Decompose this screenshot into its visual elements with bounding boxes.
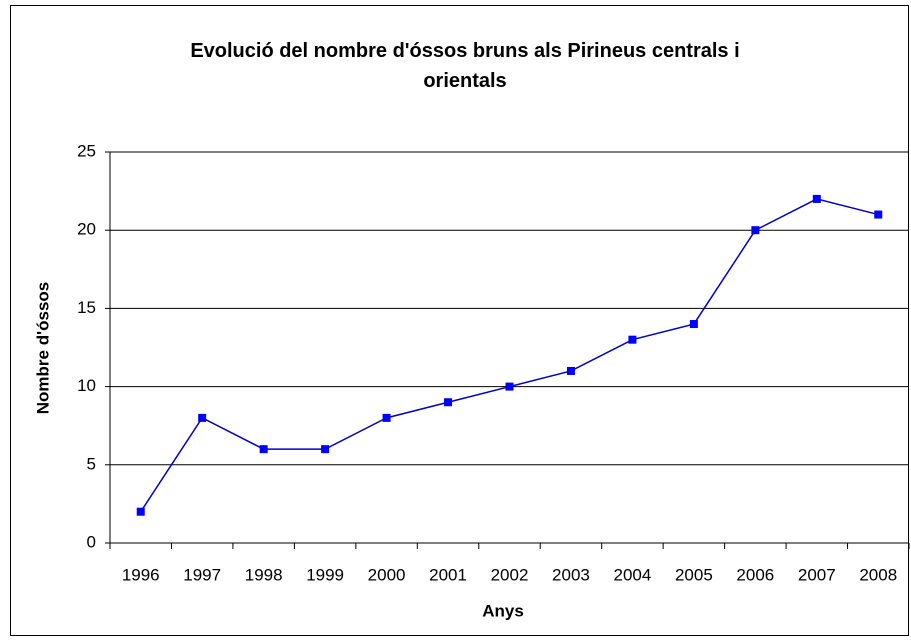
data-point	[505, 382, 514, 391]
y-axis-label: Nombre d'óssos	[33, 282, 52, 415]
y-tick-label: 5	[87, 454, 96, 473]
data-point	[566, 366, 575, 375]
data-point	[444, 398, 453, 407]
data-point	[628, 335, 637, 344]
data-point	[689, 320, 698, 329]
data-point	[136, 507, 145, 516]
data-point	[382, 413, 391, 422]
x-tick-label: 2001	[429, 565, 467, 584]
x-axis-label: Anys	[482, 601, 524, 620]
x-tick-label: 2003	[552, 565, 590, 584]
chart-border	[10, 5, 909, 636]
y-tick-label: 20	[77, 220, 96, 239]
data-point	[259, 445, 268, 454]
chart-title: Evolució del nombre d'óssos bruns als Pi…	[190, 40, 740, 92]
data-point	[812, 194, 821, 203]
data-point	[198, 413, 207, 422]
x-tick-label: 2004	[614, 565, 652, 584]
y-tick-label: 10	[77, 376, 96, 395]
data-point	[321, 445, 330, 454]
y-tick-label: 0	[87, 532, 96, 551]
y-tick-label: 25	[77, 141, 96, 160]
y-tick-label: 15	[77, 298, 96, 317]
x-tick-label: 2007	[798, 565, 836, 584]
data-point	[874, 210, 883, 219]
x-tick-label: 2006	[736, 565, 774, 584]
x-tick-label: 1996	[122, 565, 160, 584]
x-tick-label: 1997	[183, 565, 221, 584]
x-tick-label: 1998	[245, 565, 283, 584]
x-tick-label: 1999	[306, 565, 344, 584]
data-point	[751, 226, 760, 235]
x-tick-label: 2005	[675, 565, 713, 584]
x-tick-label: 2000	[368, 565, 406, 584]
x-tick-label: 2002	[491, 565, 529, 584]
x-tick-label: 2008	[859, 565, 897, 584]
